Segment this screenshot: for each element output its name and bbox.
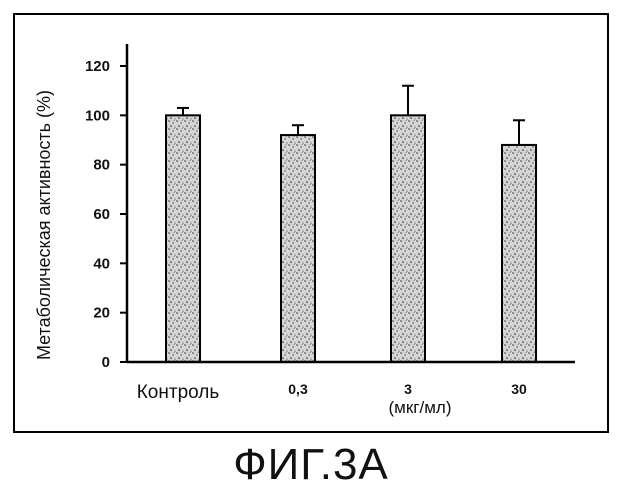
bar	[166, 115, 200, 362]
y-tick-label: 100	[85, 107, 110, 124]
y-tick-label: 60	[93, 206, 110, 223]
y-tick-label: 0	[102, 354, 110, 371]
bars	[166, 86, 536, 362]
x-ticks: Контроль 0,3 3 30	[137, 381, 527, 403]
y-tick-label: 20	[93, 305, 110, 322]
bar	[391, 115, 425, 362]
y-tick-label: 80	[93, 157, 110, 174]
y-ticks: 0 20 40 60 80 100 120	[85, 58, 127, 371]
y-axis-label: Метаболическая активность (%)	[34, 90, 54, 360]
x-tick-label: Контроль	[137, 382, 220, 403]
y-tick-label: 120	[85, 58, 110, 75]
x-tick-label: 3	[404, 381, 412, 397]
bar	[502, 145, 536, 362]
figure-caption: ФИГ.3А	[0, 440, 622, 490]
x-axis-label: (мкг/мл)	[389, 398, 452, 417]
y-tick-label: 40	[93, 255, 110, 272]
x-tick-label: 30	[511, 381, 527, 397]
bar	[281, 135, 315, 362]
x-tick-label: 0,3	[288, 381, 308, 397]
